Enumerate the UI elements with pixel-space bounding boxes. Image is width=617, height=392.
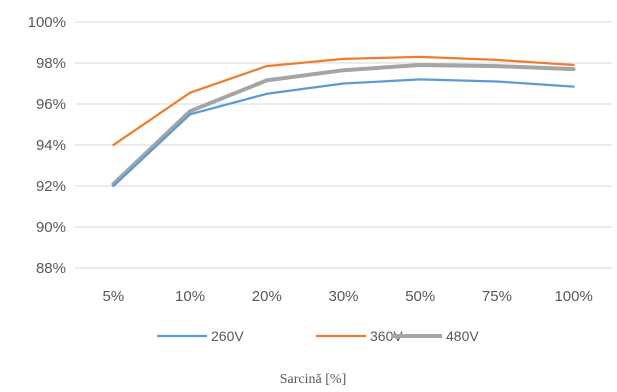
- series-line-360V: [112, 55, 575, 147]
- x-tick-label: 20%: [252, 288, 282, 305]
- y-tick-label: 88%: [36, 260, 66, 277]
- x-tick-label: 10%: [175, 288, 205, 305]
- y-tick-label: 92%: [36, 178, 66, 195]
- series-line-480V: [111, 63, 576, 186]
- x-tick-label: 30%: [328, 288, 358, 305]
- y-axis-ticks: 88% 90% 92% 94% 96% 98% 100%: [28, 14, 66, 277]
- legend: 260V 360V 480V: [157, 328, 479, 344]
- y-tick-label: 90%: [36, 219, 66, 236]
- x-tick-label: 75%: [482, 288, 512, 305]
- x-tick-label: 5%: [103, 288, 125, 305]
- series-lines: [111, 55, 576, 188]
- series-line-260V: [112, 78, 575, 188]
- x-tick-label: 100%: [554, 288, 592, 305]
- legend-label: 480V: [446, 328, 479, 344]
- x-axis-label: Sarcină [%]: [280, 372, 346, 387]
- legend-label: 360V: [370, 328, 403, 344]
- y-tick-label: 94%: [36, 137, 66, 154]
- x-axis-ticks: 5% 10% 20% 30% 50% 75% 100%: [103, 288, 593, 305]
- legend-label: 260V: [211, 328, 244, 344]
- y-tick-label: 98%: [36, 55, 66, 72]
- y-tick-label: 96%: [36, 96, 66, 113]
- x-tick-label: 50%: [405, 288, 435, 305]
- y-tick-label: 100%: [28, 14, 66, 31]
- gridlines: [75, 21, 612, 269]
